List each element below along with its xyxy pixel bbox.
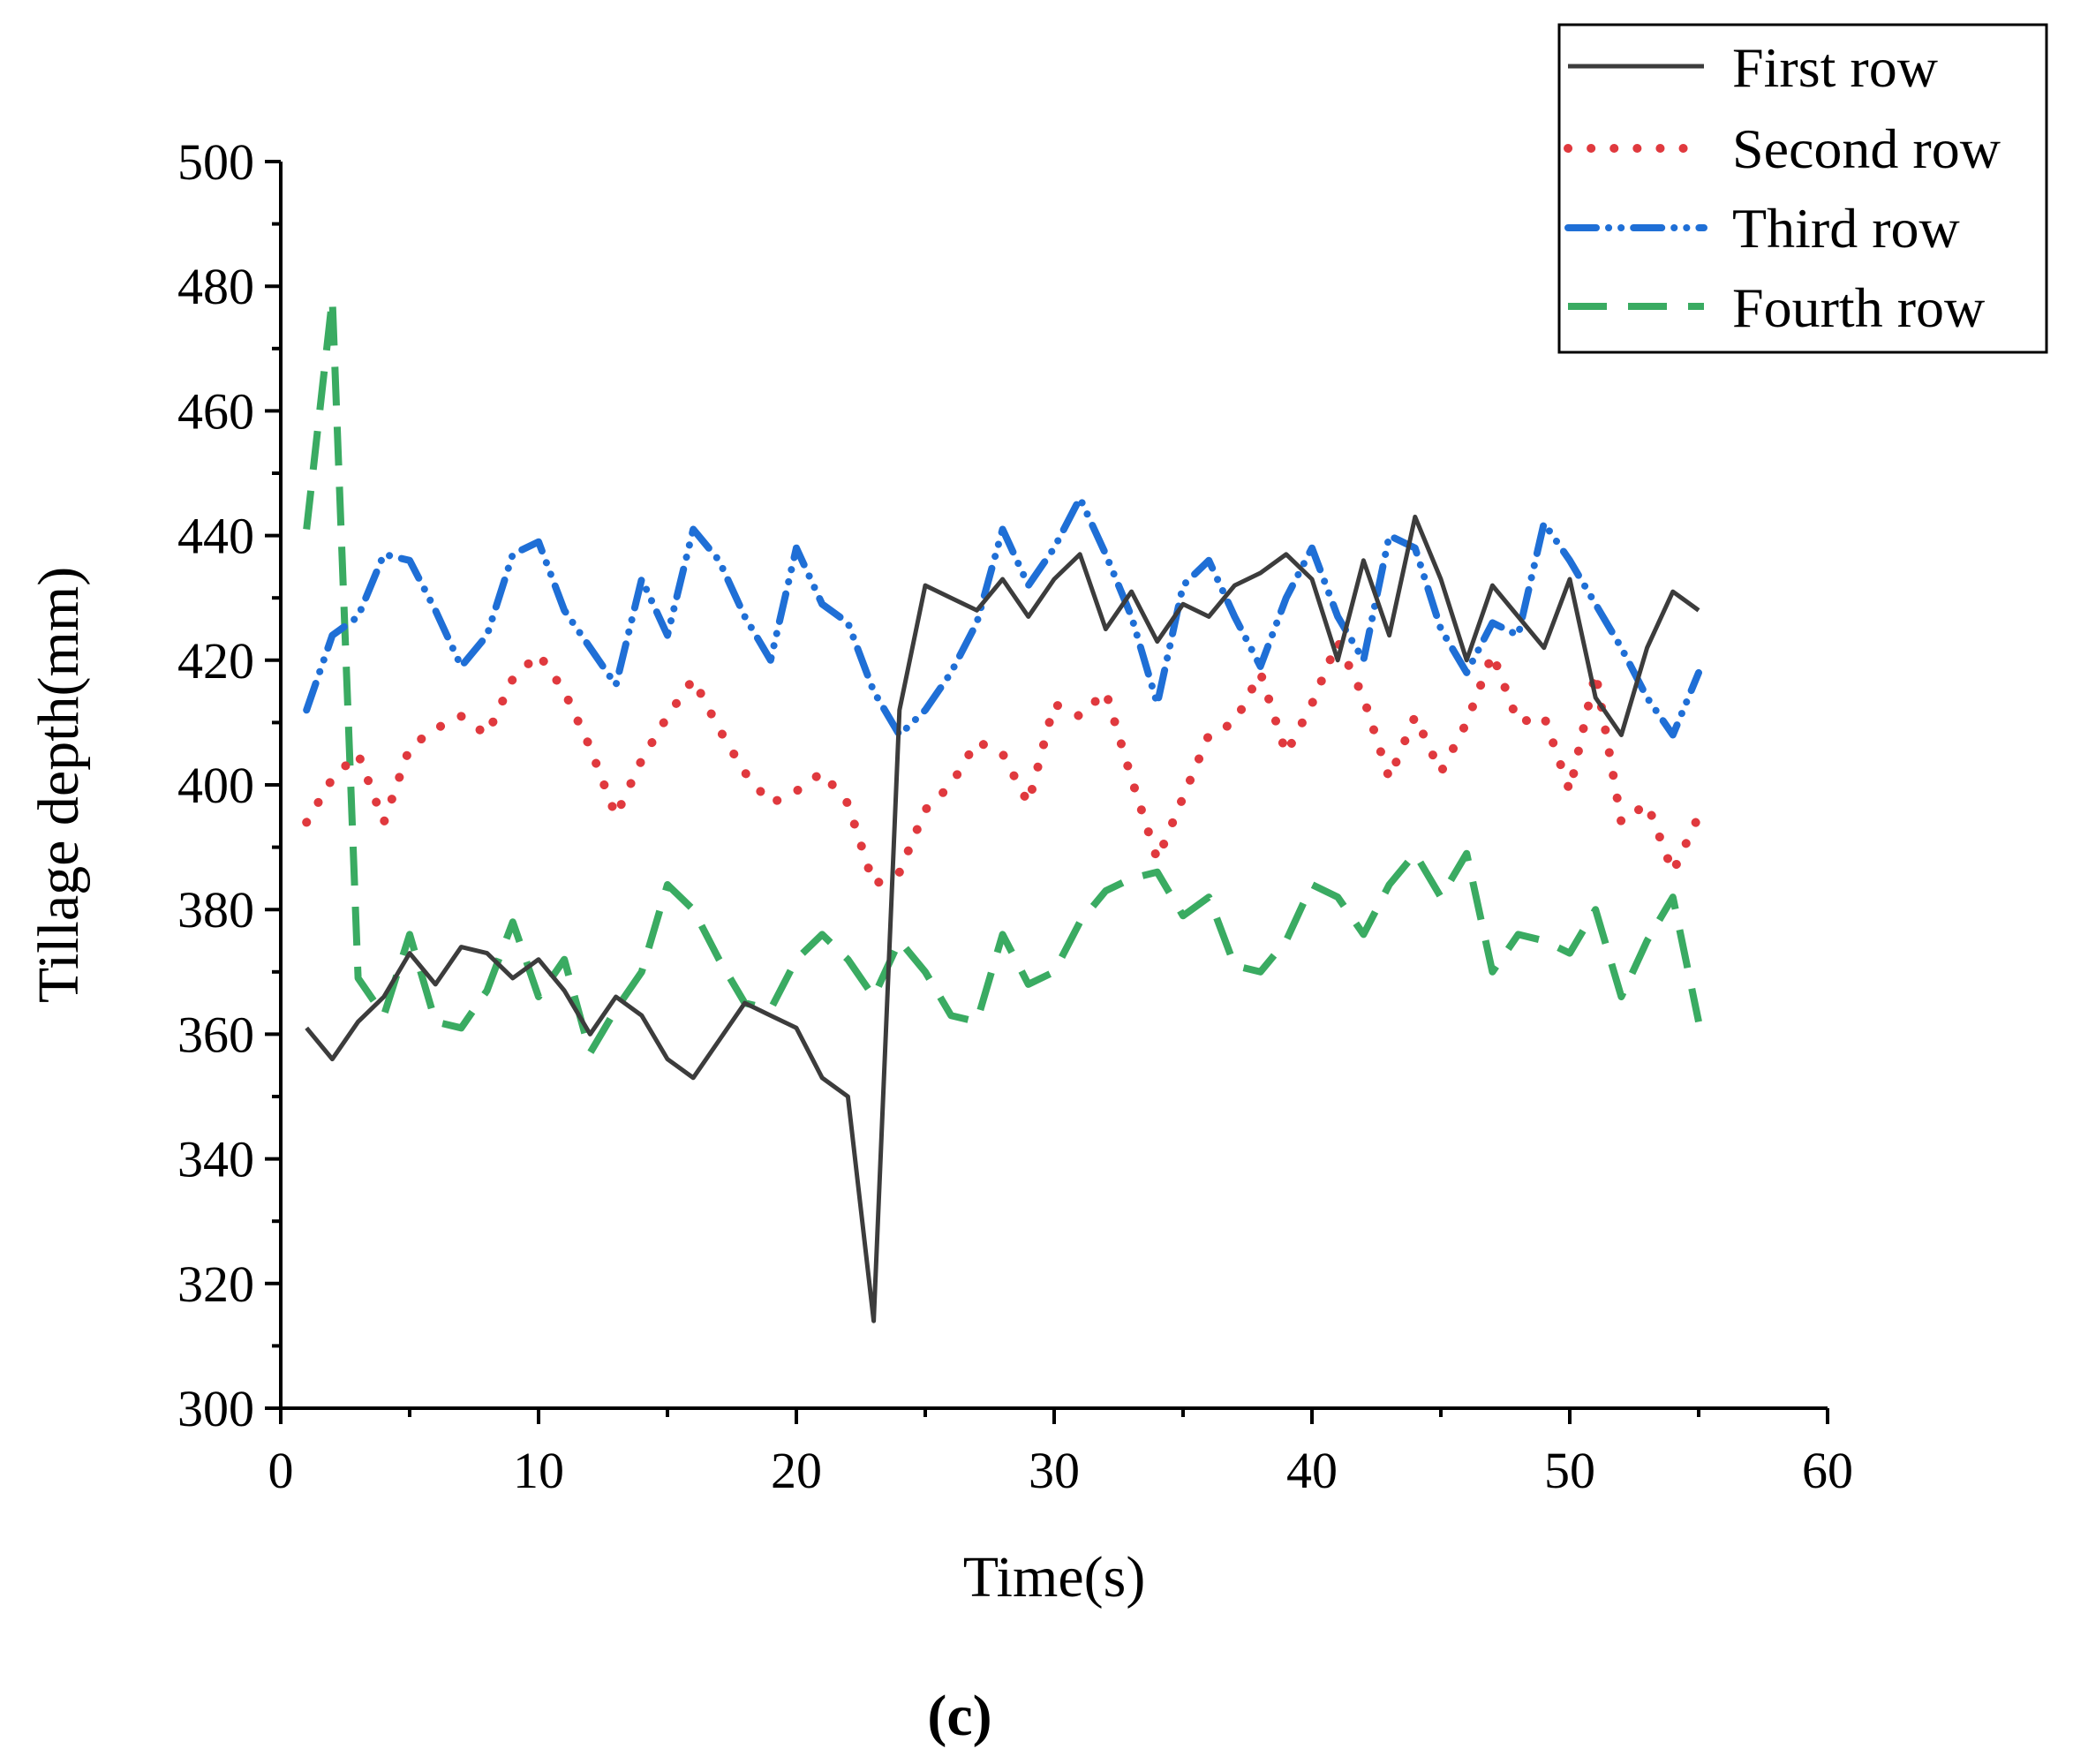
y-tick-label: 380: [177, 881, 254, 939]
y-tick-label: 360: [177, 1006, 254, 1063]
legend-label-first-row: First row: [1732, 36, 1938, 99]
y-tick-label: 340: [177, 1131, 254, 1188]
panel-label: (c): [927, 1684, 991, 1748]
legend-label-third-row: Third row: [1732, 197, 1960, 260]
y-tick-label: 480: [177, 258, 254, 315]
legend-label-second-row: Second row: [1732, 117, 2001, 180]
y-tick-label: 420: [177, 632, 254, 690]
x-tick-label: 30: [1029, 1442, 1080, 1499]
series-line-first-row: [305, 514, 1700, 1323]
series-line-second-row: [302, 637, 1703, 889]
plot-area: 300 320 340 360 380 400 420 440 460 480 500 0 10 20 30…: [26, 133, 1853, 1748]
y-tick-label: 400: [177, 757, 254, 814]
y-tick-label: 320: [177, 1255, 254, 1313]
y-tick-label: 440: [177, 508, 254, 565]
x-tick-label: 60: [1802, 1442, 1853, 1499]
legend-box: [1557, 23, 2048, 354]
x-tick-label: 20: [771, 1442, 822, 1499]
y-axis-label: Tillage depth(mm): [26, 567, 91, 1003]
y-tick-label: 460: [177, 382, 254, 440]
series-line-fourth-row: [303, 295, 1702, 1057]
x-tick-label: 40: [1286, 1442, 1338, 1499]
x-tick-label: 10: [513, 1442, 564, 1499]
x-tick-label: 50: [1544, 1442, 1595, 1499]
legend-label-fourth-row: Fourth row: [1732, 276, 1985, 339]
x-tick-label: 0: [268, 1442, 294, 1499]
y-tick-label: 300: [177, 1380, 254, 1437]
series-line-third-row: [303, 494, 1702, 739]
y-tick-label: 500: [177, 133, 254, 191]
x-axis-label: Time(s): [963, 1545, 1146, 1609]
legend: First row Second row Third row Fourth ro…: [1557, 23, 2048, 354]
